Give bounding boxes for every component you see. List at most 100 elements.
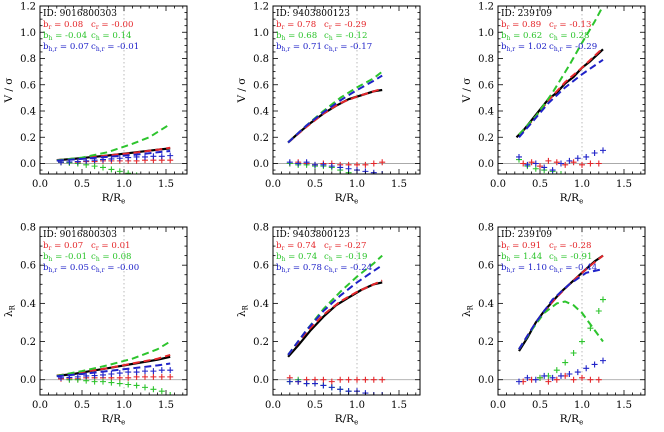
- data-point-blue-plus: [116, 370, 123, 377]
- plot-frame: [272, 5, 421, 175]
- data-point-blue-plus: [83, 372, 90, 379]
- data-point-green-plus: [587, 325, 594, 332]
- x-tick-label: 0.0: [32, 179, 48, 190]
- series-line-black-solid: [287, 281, 383, 358]
- data-point-red-plus: [362, 161, 369, 168]
- data-point-blue-plus: [558, 372, 564, 379]
- y-tick-label: 0.2: [20, 337, 36, 348]
- x-axis-title: R/Re: [335, 413, 359, 427]
- data-point-red-plus: [587, 376, 594, 383]
- coefficient-b-bh: bh = -0.01: [43, 252, 87, 263]
- data-point-red-plus: [362, 376, 369, 383]
- data-point-green-plus: [579, 338, 585, 345]
- coefficient-c-ch: ch = -0.19: [324, 252, 367, 263]
- data-point-blue-plus: [600, 147, 606, 154]
- series-line-red-dash: [287, 279, 383, 356]
- y-tick-label: 1.0: [253, 28, 269, 39]
- data-point-red-plus: [320, 376, 327, 383]
- data-point-red-plus: [553, 376, 560, 383]
- series-line-green-dash: [518, 300, 604, 350]
- coefficient-c-cr: cr = -0.00: [91, 20, 133, 31]
- data-point-green-plus: [91, 378, 98, 385]
- y-tick-label: 0.2: [478, 337, 494, 348]
- object-id-label: ID: 9403800123: [276, 9, 350, 19]
- x-tick-label: 1.5: [158, 179, 174, 190]
- data-point-red-plus: [545, 157, 552, 164]
- data-point-red-plus: [570, 159, 577, 166]
- x-tick-label: 0.5: [532, 179, 548, 190]
- y-tick-label: 0.4: [253, 299, 269, 310]
- y-tick-label: 0.2: [253, 337, 269, 348]
- coefficient-b-bhr: bh,r = 1.10: [501, 263, 547, 274]
- x-tick-label: 0.5: [532, 400, 548, 411]
- x-tick-label: 0.0: [490, 179, 506, 190]
- x-tick-label: 0.5: [307, 400, 323, 411]
- data-point-blue-plus: [312, 161, 318, 168]
- data-point-blue-plus: [100, 371, 106, 378]
- data-point-blue-plus: [150, 368, 157, 375]
- data-point-red-plus: [337, 376, 344, 383]
- y-axis-title: λR: [236, 304, 250, 317]
- data-point-red-plus: [125, 374, 132, 381]
- data-point-blue-plus: [524, 374, 531, 381]
- data-point-green-plus: [133, 382, 140, 389]
- data-point-blue-plus: [337, 386, 344, 393]
- data-point-red-plus: [537, 163, 543, 170]
- x-axis-title: R/Re: [102, 413, 126, 427]
- series-line-black-solid: [287, 88, 383, 144]
- y-tick-label: 0.0: [20, 159, 36, 170]
- y-tick-label: 0.0: [253, 375, 269, 386]
- data-point-blue-plus: [286, 159, 293, 166]
- coefficient-c-cr: cr = -0.27: [324, 241, 366, 252]
- coefficient-c-ch: ch = 0.28: [549, 31, 590, 42]
- data-point-blue-plus: [108, 155, 115, 162]
- y-axis-title: λR: [3, 304, 17, 317]
- coefficient-b-bh: bh = 1.44: [501, 252, 543, 263]
- data-point-green-plus: [167, 392, 174, 395]
- coefficient-b-br: br = 0.91: [501, 241, 541, 252]
- coefficient-c-chr: ch,r = -0.00: [91, 263, 139, 274]
- coefficient-b-br: br = 0.07: [43, 241, 83, 252]
- data-point-green-plus: [553, 367, 560, 374]
- y-axis-title: V / σ: [461, 78, 473, 104]
- plot-area: [286, 254, 386, 395]
- series-line-blue-dash: [518, 268, 604, 350]
- data-point-green-plus: [136, 172, 138, 174]
- data-point-blue-plus: [320, 161, 327, 168]
- coefficient-b-bhr: bh,r = 0.71: [276, 42, 322, 53]
- x-tick-label: 0.0: [265, 179, 281, 190]
- y-tick-label: 0.4: [478, 107, 494, 118]
- data-point-red-plus: [579, 161, 585, 168]
- data-point-red-plus: [158, 373, 165, 380]
- data-point-green-plus: [125, 381, 132, 388]
- coefficient-b-br: br = 0.78: [276, 20, 316, 31]
- data-point-blue-plus: [541, 372, 548, 379]
- x-axis-title: R/Re: [335, 192, 359, 206]
- x-tick-label: 1.5: [391, 179, 407, 190]
- data-point-blue-plus: [328, 163, 335, 170]
- coefficient-c-chr: ch,r = -0.24: [324, 263, 373, 274]
- data-point-green-plus: [158, 388, 165, 395]
- y-tick-label: 0.2: [478, 133, 494, 144]
- data-point-blue-plus: [100, 156, 106, 163]
- data-point-red-plus: [150, 373, 157, 380]
- plot-area: [56, 123, 174, 174]
- data-point-red-plus: [370, 160, 377, 167]
- data-point-green-plus: [116, 168, 123, 174]
- y-tick-label: 0.0: [478, 159, 494, 170]
- series-line-blue-dash: [56, 150, 171, 162]
- x-tick-label: 0.0: [32, 400, 48, 411]
- data-point-blue-plus: [532, 160, 539, 167]
- x-tick-label: 1.0: [574, 400, 590, 411]
- data-point-red-plus: [587, 160, 594, 167]
- y-tick-label: 1.2: [20, 2, 36, 13]
- object-id-label: ID: 9016800303: [43, 9, 117, 19]
- x-tick-label: 1.5: [616, 400, 632, 411]
- coefficient-c-chr: ch,r = -0.29: [549, 42, 597, 53]
- data-point-green-plus: [125, 170, 132, 174]
- coefficient-b-bhr: bh,r = 0.05: [43, 263, 89, 274]
- data-point-blue-plus: [345, 165, 352, 172]
- panel-row2-col3: 0.0 0.5 1.0 1.5 0.0 0.2 0.4 0.6 0.8 R/Re λR ID: 239…: [461, 223, 646, 427]
- data-point-green-plus: [108, 379, 115, 386]
- data-point-blue-plus: [541, 164, 548, 171]
